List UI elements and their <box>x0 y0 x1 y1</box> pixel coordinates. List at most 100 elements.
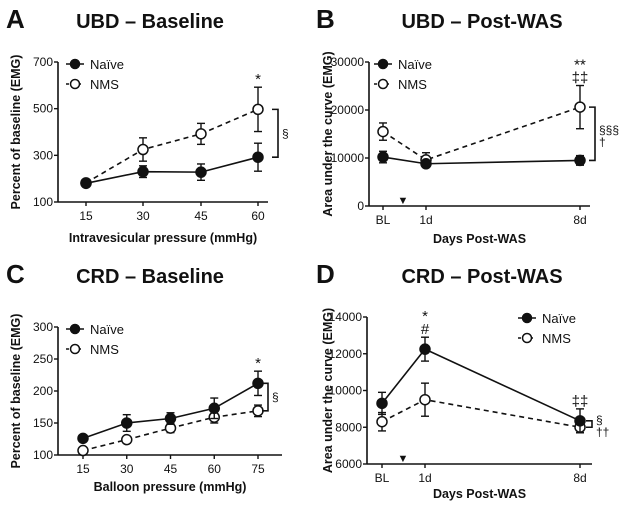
panel-a: A UBD – Baseline 100 300 500 700 15 30 45 60 Intra… <box>6 4 289 245</box>
series-line-naive <box>382 156 581 165</box>
data-point-nms <box>137 143 149 156</box>
data-point-nms <box>121 433 133 446</box>
data-point-nms <box>252 103 264 116</box>
data-point-naive <box>195 166 207 178</box>
legend-marker <box>69 343 81 355</box>
legend-marker <box>69 78 81 90</box>
significance-annotation: ‡‡ <box>572 70 589 87</box>
y-axis-label: Percent of baseline (EMG) <box>9 55 23 210</box>
legend-label: Naïve <box>90 57 124 72</box>
series-line-naive <box>85 156 259 185</box>
x-tick-label: 60 <box>208 462 222 476</box>
data-point-nms <box>377 125 389 138</box>
x-tick-label: 8d <box>573 471 586 485</box>
legend-marker <box>377 58 389 70</box>
significance-bracket <box>272 108 279 158</box>
data-point-naive <box>164 412 177 425</box>
panel-label: B <box>316 4 335 34</box>
significance-bracket <box>586 420 593 429</box>
significance-bracket <box>589 106 596 162</box>
legend-label: NMS <box>542 331 571 346</box>
x-tick-label: 45 <box>194 209 208 223</box>
data-point-nms <box>419 393 431 406</box>
data-point-nms <box>252 405 264 417</box>
x-tick-label: 45 <box>164 462 178 476</box>
significance-annotation: ** <box>574 57 586 74</box>
panel-label: D <box>316 259 335 289</box>
x-tick-label: 75 <box>251 462 265 476</box>
x-axis-label: Balloon pressure (mmHg) <box>94 480 247 494</box>
x-axis-label: Days Post-WAS <box>433 232 526 246</box>
legend-marker <box>69 58 81 70</box>
y-axis-label: Percent of baseline (EMG) <box>9 314 23 469</box>
y-tick-label: 100 <box>33 448 53 462</box>
y-tick-label: 10000 <box>329 384 363 398</box>
legend-marker <box>377 78 389 90</box>
legend-label: NMS <box>398 77 427 92</box>
y-axis-label: Area under the curve (EMG) <box>321 308 335 473</box>
bracket-annotation: § <box>272 390 279 404</box>
data-point-naive <box>252 151 264 163</box>
data-point-naive <box>420 158 432 170</box>
y-tick-label: 300 <box>33 320 53 334</box>
y-tick-label: 8000 <box>335 420 362 434</box>
y-tick-label: 300 <box>33 148 53 162</box>
series-line-nms <box>382 106 581 161</box>
significance-bracket <box>262 382 269 412</box>
data-point-naive <box>419 343 431 355</box>
data-point-naive <box>121 417 133 429</box>
y-tick-label: 200 <box>33 384 53 398</box>
y-tick-label: 700 <box>33 55 53 69</box>
panel-d: D CRD – Post-WAS 6000 8000 10000 12000 14000 BL… <box>316 259 609 501</box>
data-point-nms <box>195 128 207 140</box>
data-point-naive <box>574 154 586 167</box>
legend-marker <box>521 332 533 344</box>
series-line-nms <box>85 108 259 184</box>
bracket-annotation-2: †† <box>596 425 609 439</box>
legend-marker <box>69 323 81 335</box>
x-tick-label: 8d <box>573 213 586 227</box>
y-tick-label: 6000 <box>335 457 362 471</box>
x-tick-label: 30 <box>120 462 134 476</box>
panel-c: C CRD – Baseline 100 150 200 250 300 15 30 45 60 75… <box>6 259 282 494</box>
x-axis-label: Intravesicular pressure (mmHg) <box>69 231 257 245</box>
y-tick-label: 30000 <box>331 55 365 69</box>
y-tick-label: 10000 <box>331 151 365 165</box>
data-point-naive <box>574 415 586 427</box>
x-tick-label: 60 <box>251 209 265 223</box>
legend-label: Naïve <box>90 322 124 337</box>
legend-label: NMS <box>90 77 119 92</box>
chart-title: CRD – Post-WAS <box>401 266 562 288</box>
data-point-naive <box>377 151 389 163</box>
data-point-nms <box>376 415 388 428</box>
data-point-naive <box>376 397 388 410</box>
legend-label: Naïve <box>398 57 432 72</box>
significance-annotation: * <box>255 355 261 372</box>
chart-title: CRD – Baseline <box>76 266 224 288</box>
x-tick-label: 30 <box>136 209 150 223</box>
legend-marker <box>521 312 533 324</box>
y-tick-label: 150 <box>33 416 53 430</box>
x-tick-label: 1d <box>419 213 432 227</box>
data-point-naive <box>252 377 264 390</box>
data-point-nms <box>574 101 586 113</box>
data-point-naive <box>137 165 149 178</box>
data-point-naive <box>208 402 220 415</box>
significance-annotation: * <box>255 71 261 88</box>
x-tick-label: BL <box>375 471 390 485</box>
x-tick-label: 1d <box>418 471 431 485</box>
bracket-annotation: § <box>596 413 603 427</box>
y-tick-label: 100 <box>33 195 53 209</box>
significance-annotation: ‡‡ <box>572 393 589 410</box>
legend-label: NMS <box>90 342 119 357</box>
chart-title: UBD – Baseline <box>76 11 224 33</box>
bracket-annotation: § <box>282 126 289 140</box>
y-tick-label: 250 <box>33 352 53 366</box>
y-tick-label: 14000 <box>329 310 363 324</box>
x-axis-label: Days Post-WAS <box>433 487 526 501</box>
data-point-nms <box>77 444 89 457</box>
series-line-nms <box>381 398 581 429</box>
data-point-naive <box>80 177 92 190</box>
bracket-annotation: §§§ <box>599 123 619 137</box>
y-tick-label: 500 <box>33 102 53 116</box>
